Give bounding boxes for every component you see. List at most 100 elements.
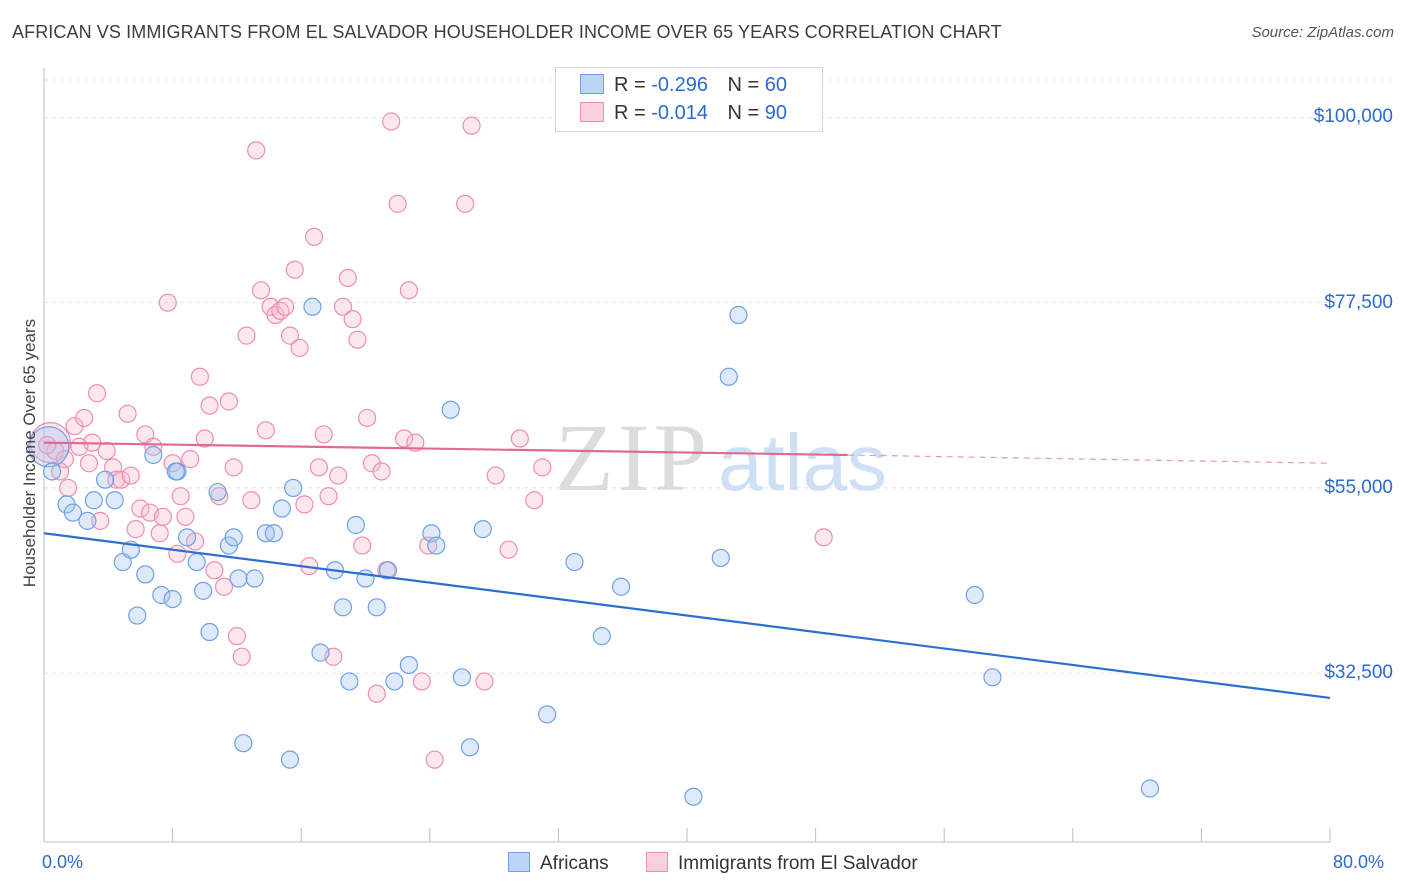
legend-r-label: R = [614,102,646,124]
legend-n-value: 60 [764,74,788,96]
african-point [729,305,748,325]
african-point [280,750,300,769]
salvador-point [425,750,444,769]
african-point [983,668,1002,687]
legend-r-value: -0.014 [651,102,708,124]
african-point [711,548,730,568]
salvador-point [367,684,386,703]
african-point [78,511,97,530]
african-point [144,445,163,465]
salvador-point [276,297,295,316]
salvador-point [399,281,419,300]
salvador-point [290,338,309,358]
salvador-point [338,268,357,288]
y-tick-label: $77,500 [1324,291,1393,313]
salvador-point [525,491,544,510]
salvador-point [205,561,224,580]
african-point [460,738,480,757]
salvador-point [285,260,304,279]
african-point [194,581,213,600]
african-point [166,462,185,481]
salvador-point [118,404,137,423]
african-point [592,627,611,646]
african-point [611,577,631,596]
salvador-point [319,487,338,506]
salvador-point [353,536,372,555]
african-point [245,569,264,588]
salvador-point [358,408,377,428]
african-point [965,585,984,605]
salvador-points [29,112,833,769]
african-point [28,426,70,468]
legend-row-salvador: R = -0.014 N = 90 [580,102,787,126]
salvador-point [171,487,190,506]
watermark-atlas: atlas [718,418,887,507]
legend-n-label: N = [727,102,760,124]
african-point [229,569,248,588]
salvador-point [412,672,431,691]
salvador-point [251,281,271,300]
watermark: ZIP atlas [555,404,887,511]
y-axis-label: Householder Income Over 65 years [20,318,39,588]
salvador-trend-extension [847,454,1331,464]
african-point [340,672,359,691]
african-point [565,552,584,572]
salvador-point [75,408,94,428]
salvador-point [79,454,99,473]
source-label: Source: ZipAtlas.com [1251,24,1394,41]
bottom-legend-swatch-pink [646,852,668,872]
african-point [264,524,283,543]
african-point [234,734,253,753]
african-point [163,589,182,609]
trend-lines [43,441,1331,699]
african-point [95,470,115,489]
salvador-point [343,310,362,329]
salvador-point [59,478,78,498]
salvador-point [533,458,552,477]
salvador-point [87,384,107,403]
salvador-point [247,141,266,160]
x-tick-label: 80.0% [1333,852,1385,872]
african-point [42,462,62,481]
salvador-point [382,112,401,131]
african-point [684,787,703,806]
salvador-point [97,441,116,460]
correlation-legend: R = -0.296 N = 60 R = -0.014 N = 90 [555,67,823,132]
salvador-point [121,466,140,485]
x-tick-label: 0.0% [42,852,84,872]
salvador-point [190,367,210,386]
salvador-point [406,433,425,452]
salvador-trend-line [43,441,848,457]
axes [43,68,1331,843]
salvador-point [475,672,494,691]
salvador-point [329,466,348,485]
legend-r-label: R = [614,74,646,96]
african-point [224,528,243,547]
salvador-point [333,297,353,316]
african-point [177,528,197,547]
grid-lines [44,79,1395,674]
salvador-point [456,194,475,213]
bottom-legend-swatch-blue [508,852,530,872]
salvador-point [131,499,150,518]
salvador-point [153,507,173,526]
salvador-point [814,528,833,547]
salvador-point [486,466,505,485]
salvador-point [510,429,529,448]
salvador-point [232,647,251,666]
salvador-point [314,425,333,444]
salvador-point [176,507,195,526]
african-point [473,520,492,539]
african-point [311,643,330,662]
salvador-point [237,326,256,345]
african-point [367,598,386,617]
salvador-point [91,511,110,530]
african-point [441,400,460,419]
africans-trend-line [43,532,1331,699]
y-tick-label: $32,500 [1324,662,1393,684]
salvador-point [280,326,300,345]
african-point [378,561,398,580]
salvador-point [158,293,177,312]
bottom-legend-africans: Africans [508,852,609,875]
salvador-point [295,495,314,514]
